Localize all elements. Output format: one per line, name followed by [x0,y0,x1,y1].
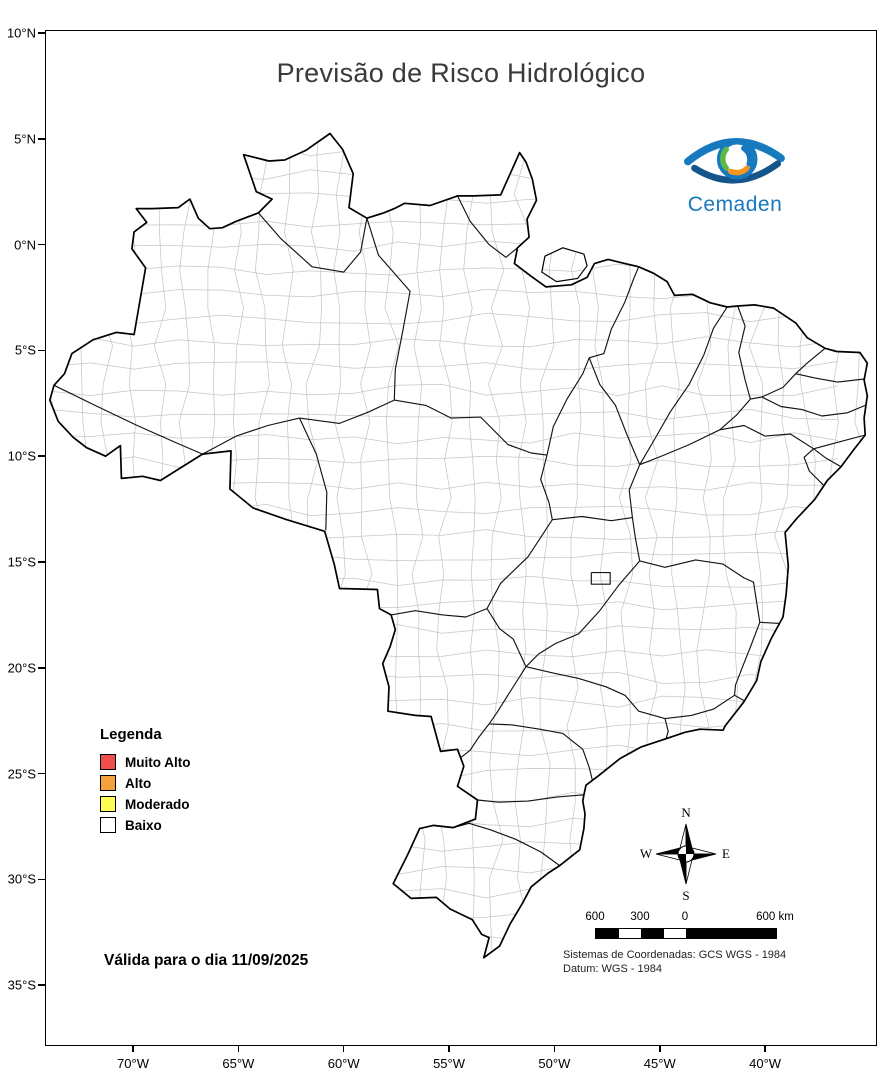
lat-tick-label: 10°N [6,25,36,41]
lat-tick-mark [38,984,45,986]
legend-color-swatch [100,754,116,770]
scalebar-segment [663,929,686,938]
lat-tick-mark [38,561,45,563]
lon-tick-mark [448,1045,450,1052]
lon-tick-label: 60°W [327,1056,360,1071]
scalebar [595,928,777,939]
lat-tick-mark [38,455,45,457]
legend-item: Baixo [100,817,190,833]
legend-item: Muito Alto [100,754,190,770]
lat-tick-label: 10°S [7,448,36,464]
lat-tick-mark [38,772,45,775]
legend-item: Moderado [100,796,190,812]
compass-n-label: N [681,805,691,820]
lon-tick-label: 40°W [749,1056,782,1071]
legend-color-swatch [100,796,116,812]
lon-tick-mark [342,1045,345,1052]
lat-tick-label: 5°N [14,131,36,147]
legend-item-label: Moderado [125,796,190,812]
cemaden-eye-icon [683,138,785,184]
lon-tick-label: 65°W [222,1056,255,1071]
crs-line2: Datum: WGS - 1984 [563,963,663,976]
lat-tick-mark [38,138,45,140]
legend-item: Alto [100,775,190,791]
legend: Legenda Muito Alto Alto Moderado Baixo [100,726,190,838]
compass-w-label: W [640,846,653,861]
lat-tick-label: 30°S [7,871,36,887]
legend-item-label: Muito Alto [125,754,191,770]
lon-tick-mark [553,1045,556,1052]
lat-tick-mark [38,349,45,352]
lat-tick-mark [38,32,45,34]
coordinate-system-note: Sistemas de Coordenadas: GCS WGS - 1984 … [563,948,786,977]
map-frame [45,30,877,1046]
lat-tick-label: 0°N [14,237,36,253]
cemaden-logo: Cemaden [673,122,797,217]
legend-color-swatch [100,775,116,791]
scalebar-label: 300 [630,911,650,923]
page-title: Previsão de Risco Hidrológico [276,58,646,88]
lon-tick-label: 70°W [117,1056,149,1071]
compass-e-label: E [722,846,730,861]
scalebar-label: 600 [585,911,605,923]
lon-tick-mark [237,1045,240,1052]
lon-tick-mark [132,1045,134,1052]
lon-tick-mark [764,1045,766,1052]
lat-tick-label: 25°S [7,766,36,782]
lat-tick-label: 35°S [7,977,36,993]
validity-date: Válida para o dia 11/09/2025 [104,952,309,969]
legend-item-label: Alto [125,775,152,791]
legend-rows: Muito Alto Alto Moderado Baixo [100,754,190,833]
lon-tick-label: 55°W [433,1056,466,1071]
cemaden-logo-text: Cemaden [687,193,783,216]
lat-tick-mark [38,243,45,246]
scalebar-label: 600 km [756,911,794,923]
legend-title: Legenda [100,726,162,743]
legend-color-swatch [100,817,116,833]
scalebar-segment [641,929,664,938]
lat-tick-label: 15°S [7,554,36,570]
lat-tick-mark [38,667,45,669]
compass-rose-icon: N S E W [640,805,730,903]
scalebar-segment [596,929,619,938]
lon-tick-mark [659,1045,661,1052]
lat-tick-label: 5°S [14,342,36,358]
scalebar-segment [686,929,776,938]
lat-tick-label: 20°S [7,660,36,676]
compass-s-label: S [682,888,689,903]
scalebar-label: 0 [681,911,689,923]
lon-tick-label: 45°W [643,1056,676,1071]
lon-tick-label: 50°W [538,1056,571,1071]
legend-item-label: Baixo [125,817,162,833]
scalebar-segment [618,929,641,938]
lat-tick-mark [38,878,45,881]
crs-line1: Sistemas de Coordenadas: GCS WGS - 1984 [563,949,787,961]
